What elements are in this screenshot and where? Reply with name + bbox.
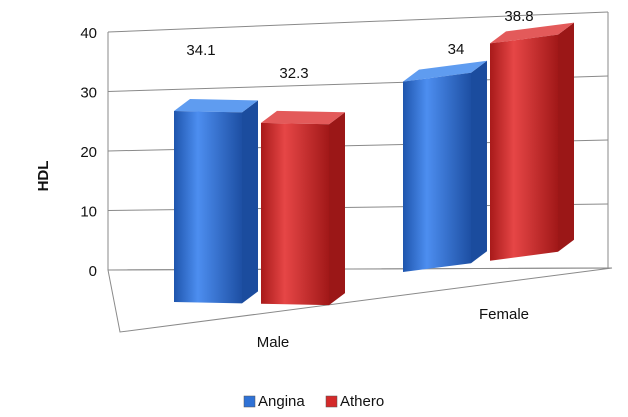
bar-front-face [490,34,558,261]
legend-swatch-athero [325,395,338,408]
bar-angina-male [174,99,258,304]
y-tick-label: 30 [80,85,97,102]
gridline [107,11,609,33]
bar-front-face [403,72,471,272]
x-tick-label: Female [479,306,529,323]
data-label: 34 [448,41,465,58]
legend-label: Angina [258,393,305,410]
bar-top-face [174,99,258,113]
data-label: 38.8 [504,8,533,25]
y-tick-label: 20 [80,144,97,161]
bar-front-face [174,111,242,304]
y-tick-label: 40 [80,25,97,42]
bar-front-face [261,122,329,306]
bar-side-face [558,22,574,252]
bar-side-face [242,100,258,304]
data-label: 34.1 [186,42,215,59]
bar-top-face [490,22,574,44]
x-tick-label: Male [257,334,290,351]
bar-athero-male [261,110,345,306]
bar-side-face [471,60,487,264]
bar-angina-female [403,60,487,272]
data-label: 32.3 [279,65,308,82]
bar-athero-female [490,22,574,261]
bar-top-face [403,60,487,82]
legend-label: Athero [340,393,384,410]
y-tick-label: 0 [89,263,97,280]
bar-top-face [261,110,345,125]
y-axis-label: HDL [35,161,52,192]
y-tick-label: 10 [80,204,97,221]
legend-swatch-angina [243,395,256,408]
bar-side-face [329,112,345,306]
